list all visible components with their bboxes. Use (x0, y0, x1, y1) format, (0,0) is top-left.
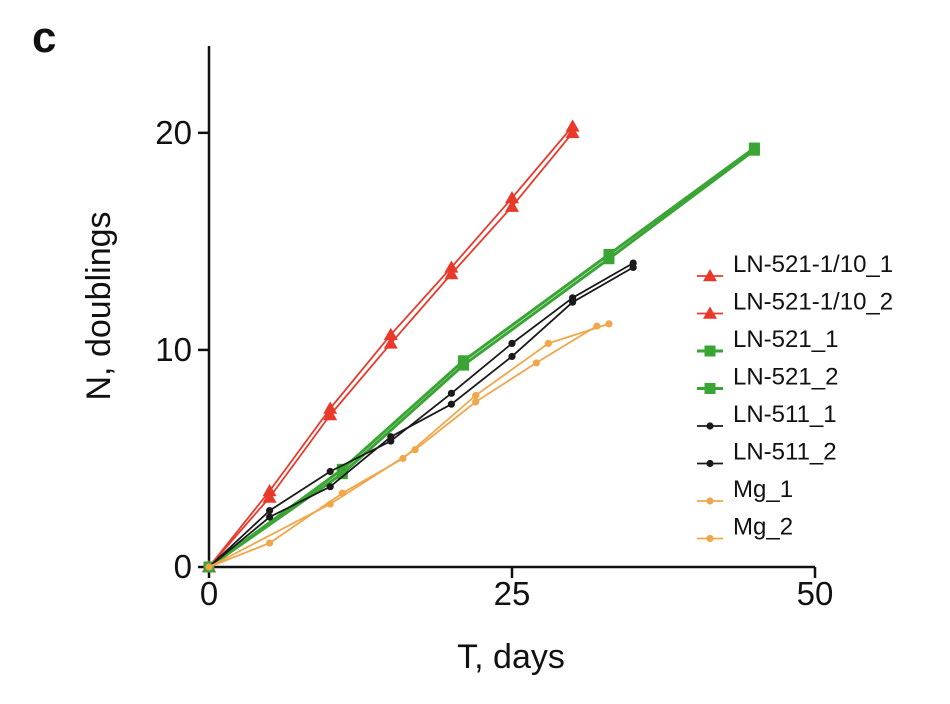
data-point (505, 190, 519, 204)
data-point (593, 322, 601, 330)
legend-marker (704, 383, 716, 394)
data-point (544, 339, 552, 348)
y-tick-label: 20 (155, 114, 192, 151)
data-point (748, 144, 760, 156)
x-tick-label: 50 (797, 575, 834, 612)
y-tick-label: 0 (174, 548, 192, 585)
data-point (262, 490, 277, 503)
legend-item-ln-511-2: LN-511_2 (697, 439, 837, 468)
legend-marker (704, 345, 716, 357)
data-point (447, 400, 455, 408)
x-tick-label: 25 (494, 575, 531, 612)
series-line (208, 262, 634, 568)
data-point (205, 563, 213, 571)
legend-label: Mg_1 (733, 476, 793, 503)
legend-label: LN-521_1 (733, 326, 838, 353)
data-point (565, 119, 580, 132)
data-point (266, 506, 274, 515)
legend-label: LN-521-1/10_1 (733, 251, 893, 278)
y-tick-label: 10 (155, 331, 192, 368)
data-point (472, 391, 480, 400)
legend-marker (706, 459, 714, 468)
data-point (458, 359, 470, 371)
data-point (508, 339, 516, 348)
legend-marker (706, 422, 714, 430)
series-line (208, 325, 598, 568)
data-point (569, 298, 577, 306)
legend-marker (706, 497, 714, 505)
data-point (336, 468, 348, 480)
legend-item-ln-521-1-10-2: LN-521-1/10_2 (697, 289, 893, 319)
data-point (629, 263, 637, 272)
series-mg-1 (205, 320, 613, 571)
y-axis-title: N, doublings (80, 211, 118, 400)
data-point (383, 336, 398, 349)
data-point (444, 266, 459, 280)
data-point (266, 513, 274, 521)
legend-marker (703, 269, 717, 282)
x-tick-label: 0 (200, 575, 218, 612)
legend-label: Mg_2 (733, 514, 793, 541)
legend-item-ln-521-1: LN-521_1 (697, 326, 838, 357)
legend: LN-521-1/10_1 LN-521-1/10_2 LN-521_1 LN-521… (697, 251, 893, 543)
panel-label: c (32, 13, 56, 62)
x-axis-title: T, days (457, 638, 565, 676)
legend-item-mg-1: Mg_1 (697, 476, 793, 505)
data-point (326, 483, 334, 491)
data-point (565, 125, 580, 139)
data-point (605, 320, 613, 328)
legend-item-ln-511-1: LN-511_1 (697, 401, 837, 430)
data-point (447, 389, 455, 397)
series-layer (202, 119, 760, 573)
data-point (472, 398, 480, 406)
series-mg-2 (205, 322, 601, 571)
data-point (411, 446, 419, 454)
axes: 0 10 20 0 25 50 (155, 46, 833, 612)
data-point (387, 433, 395, 441)
data-point (383, 327, 398, 340)
data-point (532, 359, 540, 367)
legend-label: LN-511_1 (733, 401, 837, 428)
legend-item-ln-521-2: LN-521_2 (697, 364, 838, 394)
legend-label: LN-511_2 (733, 439, 837, 466)
data-point (326, 500, 334, 508)
data-point (603, 253, 615, 265)
legend-label: LN-521_2 (733, 364, 838, 391)
data-point (505, 199, 519, 212)
series-line (208, 323, 610, 568)
data-point (508, 352, 516, 361)
legend-marker (703, 306, 717, 319)
data-point (266, 539, 274, 547)
data-point (326, 467, 334, 476)
legend-item-mg-2: Mg_2 (697, 514, 793, 543)
series-line (208, 148, 756, 569)
series-line (208, 266, 634, 568)
data-point (323, 408, 338, 421)
legend-marker (706, 534, 714, 543)
legend-item-ln-521-1-10-1: LN-521-1/10_1 (697, 251, 893, 282)
legend-label: LN-521-1/10_2 (733, 289, 893, 316)
